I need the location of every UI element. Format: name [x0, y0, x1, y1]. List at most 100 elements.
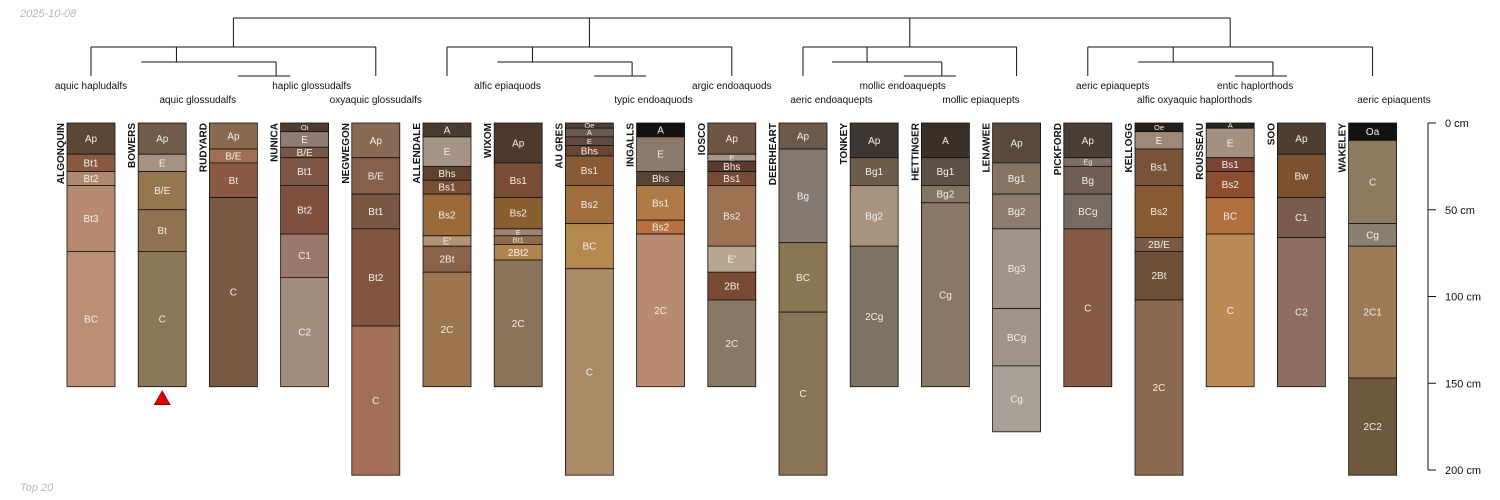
horizon-6-2 [493, 197, 543, 230]
depth-tick-label-0: 0 cm [1445, 118, 1469, 130]
horizon-label-4-1: B/E [368, 171, 384, 182]
horizon-16-4 [1205, 197, 1255, 235]
horizon-label-14-1: Eg [1083, 158, 1092, 167]
horizon-9-0 [707, 122, 757, 155]
depth-tick-label-3: 150 cm [1445, 378, 1481, 390]
horizon-label-16-5: C [1227, 306, 1234, 317]
horizon-label-8-4: Bs2 [652, 223, 670, 234]
horizon-label-15-0: Oe [1154, 123, 1164, 132]
profile-name-4: NEGWEGON [341, 123, 352, 184]
horizon-13-2 [992, 193, 1041, 230]
horizon-11-0 [849, 122, 899, 159]
profile-name-1: BOWERS [127, 123, 138, 168]
depth-tick-label-1: 50 cm [1445, 205, 1475, 217]
horizon-label-8-3: Bs1 [652, 198, 670, 209]
horizon-label-18-4: 2C2 [1363, 422, 1382, 433]
horizon-label-9-6: 2Bt [724, 282, 739, 293]
horizon-label-9-2: Bhs [723, 162, 740, 173]
depth-axis: 0 cm 50 cm 100 cm 150 cm 200 cm [1427, 118, 1481, 477]
horizon-label-5-7: 2C [441, 325, 454, 336]
horizon-label-3-0: Oi [301, 123, 309, 132]
horizon-9-4 [707, 185, 757, 247]
profile-name-6: WIXOM [483, 123, 494, 158]
horizon-18-4 [1348, 377, 1397, 476]
profile-name-9: IOSCO [697, 123, 708, 155]
profile-allendale: AE Bhs Bs1 Bs2 E' 2Bt 2C ALLENDALE [412, 122, 472, 388]
horizon-9-6 [707, 271, 757, 301]
horizon-label-4-3: Bt2 [368, 273, 383, 284]
horizon-label-12-2: Bg2 [937, 190, 955, 201]
horizon-label-9-4: Bs2 [723, 211, 741, 222]
horizon-label-2-3: C [230, 288, 237, 299]
horizon-label-2-1: B/E [225, 151, 241, 162]
horizon-15-2 [1134, 148, 1184, 186]
horizon-label-1-1: E [159, 158, 166, 169]
horizon-12-0 [921, 122, 970, 159]
horizon-17-2 [1277, 197, 1326, 238]
profile-name-5: ALLENDALE [412, 123, 423, 184]
profile-name-7: AU GRES [554, 123, 565, 169]
horizon-label-9-5: E' [728, 255, 737, 266]
horizon-label-10-1: Bg [797, 191, 809, 202]
horizon-8-1 [636, 136, 685, 172]
horizon-label-8-0: A [657, 125, 664, 136]
horizon-label-17-3: C2 [1295, 308, 1308, 319]
horizon-label-7-1: A [587, 128, 592, 137]
horizon-label-4-2: Bt1 [368, 207, 383, 218]
horizon-label-7-5: Bs2 [581, 200, 599, 211]
horizon-label-3-3: Bt1 [297, 167, 312, 178]
horizon-label-0-3: Bt3 [83, 214, 98, 225]
horizon-17-0 [1277, 122, 1326, 155]
depth-tick-label-2: 100 cm [1445, 292, 1481, 304]
horizon-13-3 [992, 228, 1041, 310]
horizon-label-7-7: C [586, 367, 593, 378]
profile-tonkey: Ap Bg1 Bg2 2Cg TONKEY [839, 122, 899, 388]
horizon-label-5-4: Bs2 [438, 210, 456, 221]
horizon-7-5 [565, 185, 614, 225]
profile-bowers: Ap E B/E Bt C BOWERS [127, 122, 187, 388]
horizon-label-9-3: Bs1 [723, 174, 741, 185]
horizon-label-11-1: Bg1 [865, 167, 883, 178]
taxon-label-10: aeric epiaquepts [1076, 81, 1149, 92]
horizon-13-5 [992, 365, 1041, 433]
horizon-11-2 [849, 185, 899, 247]
profile-name-8: INGALLS [626, 123, 637, 167]
horizon-11-3 [849, 245, 899, 388]
horizon-18-3 [1348, 245, 1397, 379]
horizon-16-5 [1205, 233, 1255, 388]
horizon-2-3 [208, 197, 258, 388]
horizon-label-10-3: C [799, 389, 806, 400]
horizon-label-3-2: B/E [297, 148, 313, 159]
horizon-4-0 [351, 122, 401, 159]
profile-name-17: SOO [1266, 123, 1277, 145]
taxon-label-4: alfic epiaquods [474, 81, 541, 92]
horizon-label-1-2: B/E [154, 186, 170, 197]
profile-name-0: ALGONQUIN [56, 123, 67, 184]
taxon-label-9: mollic epiaquepts [942, 95, 1019, 106]
horizon-10-2 [778, 242, 828, 313]
horizon-10-1 [778, 148, 828, 244]
horizon-label-12-1: Bg1 [937, 167, 955, 178]
horizon-label-5-3: Bs1 [438, 183, 456, 194]
horizon-1-3 [137, 209, 187, 252]
horizon-label-1-4: C [159, 315, 166, 326]
horizon-1-2 [137, 171, 187, 211]
depth-tick-label-4: 200 cm [1445, 465, 1481, 477]
profile-name-10: DEERHEART [768, 123, 779, 185]
horizon-label-3-5: C1 [298, 251, 311, 262]
horizon-label-6-3: E [516, 228, 521, 237]
horizon-14-2 [1063, 165, 1113, 195]
profile-hettinger: A Bg1 Bg2 Cg HETTINGER [910, 122, 970, 388]
horizon-label-11-0: Ap [868, 136, 881, 147]
profile-kellogg: Oe E Bs1 Bs2 2B/E 2Bt 2C KELLOGG [1124, 122, 1184, 476]
horizon-label-8-5: 2C [654, 306, 667, 317]
horizon-9-7 [707, 299, 757, 388]
horizon-10-3 [778, 311, 828, 476]
horizon-label-14-4: C [1084, 303, 1091, 314]
horizon-label-5-0: A [444, 125, 451, 136]
horizon-7-6 [565, 223, 614, 270]
horizon-label-7-6: BC [582, 242, 596, 253]
horizon-17-3 [1277, 237, 1326, 388]
